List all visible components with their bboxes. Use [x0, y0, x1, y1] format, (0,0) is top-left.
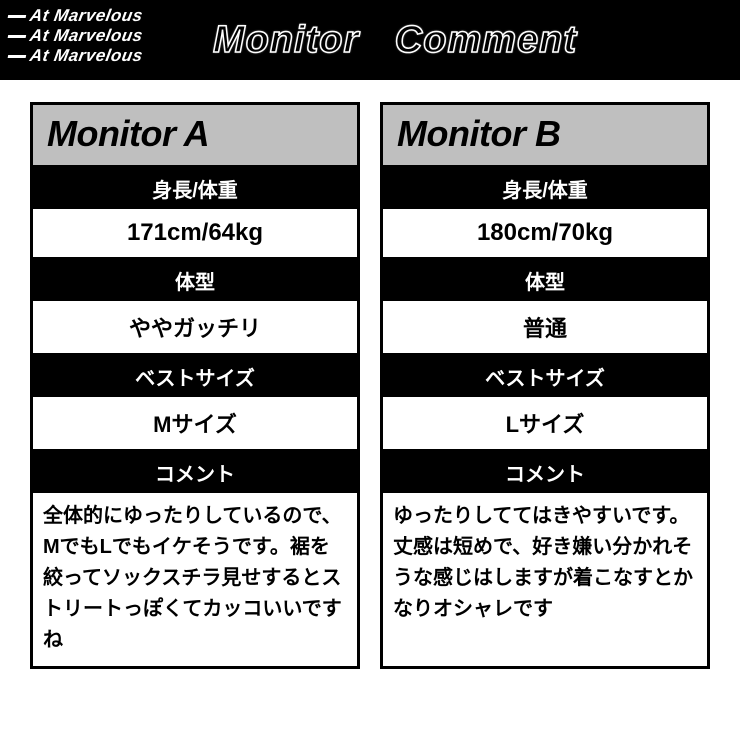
label-best-size: ベストサイズ — [383, 356, 707, 397]
logo-stack: At Marvelous At Marvelous At Marvelous — [8, 6, 143, 66]
monitor-a-title: Monitor A — [33, 105, 357, 168]
content-area: Monitor A 身長/体重 171cm/64kg 体型 ややガッチリ ベスト… — [0, 80, 740, 689]
monitor-b-title: Monitor B — [383, 105, 707, 168]
logo-line-2: At Marvelous — [6, 26, 144, 46]
value-height-weight-b: 180cm/70kg — [383, 209, 707, 260]
value-best-size-b: Lサイズ — [383, 397, 707, 452]
value-best-size-a: Mサイズ — [33, 397, 357, 452]
monitor-b-column: Monitor B 身長/体重 180cm/70kg 体型 普通 ベストサイズ … — [380, 102, 710, 669]
label-comment: コメント — [33, 452, 357, 493]
header-bar: At Marvelous At Marvelous At Marvelous M… — [0, 0, 740, 80]
value-comment-b: ゆったりしててはきやすいです。丈感は短めで、好き嫌い分かれそうな感じはしますが着… — [383, 493, 707, 666]
value-comment-a: 全体的にゆったりしているので、MでもLでもイケそうです。裾を絞ってソックスチラ見… — [33, 493, 357, 666]
logo-bar-icon — [8, 15, 27, 18]
logo-text: At Marvelous — [28, 26, 144, 46]
logo-line-1: At Marvelous — [6, 6, 144, 26]
logo-line-3: At Marvelous — [6, 46, 144, 66]
label-height-weight: 身長/体重 — [33, 168, 357, 209]
value-height-weight-a: 171cm/64kg — [33, 209, 357, 260]
logo-bar-icon — [8, 35, 27, 38]
label-height-weight: 身長/体重 — [383, 168, 707, 209]
page-title: Monitor Comment — [213, 19, 577, 62]
monitor-a-column: Monitor A 身長/体重 171cm/64kg 体型 ややガッチリ ベスト… — [30, 102, 360, 669]
logo-bar-icon — [8, 55, 27, 58]
value-body-type-b: 普通 — [383, 301, 707, 356]
label-best-size: ベストサイズ — [33, 356, 357, 397]
logo-text: At Marvelous — [28, 46, 144, 66]
label-body-type: 体型 — [33, 260, 357, 301]
label-body-type: 体型 — [383, 260, 707, 301]
logo-text: At Marvelous — [28, 6, 144, 26]
value-body-type-a: ややガッチリ — [33, 301, 357, 356]
label-comment: コメント — [383, 452, 707, 493]
